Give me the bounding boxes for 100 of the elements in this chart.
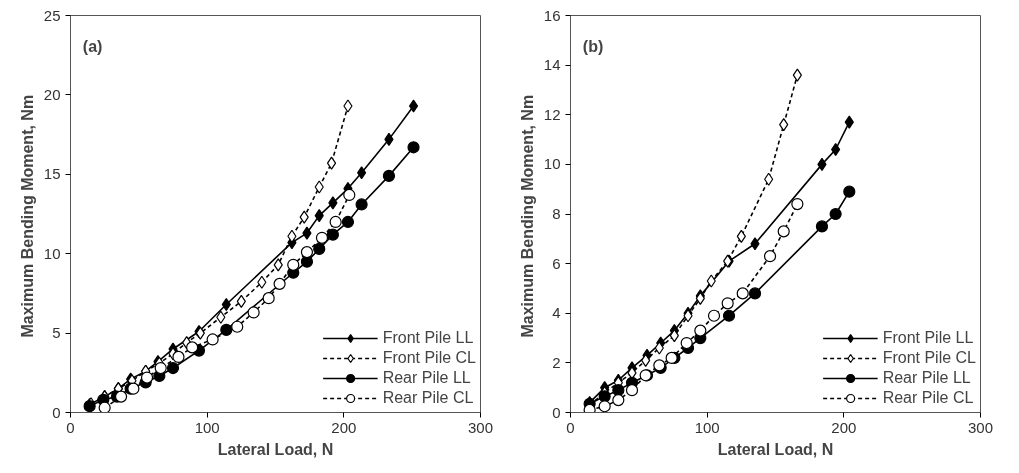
- point: [314, 180, 324, 194]
- point: [287, 229, 297, 243]
- point: [343, 99, 353, 113]
- x-tick-label: 300: [967, 418, 994, 436]
- point: [236, 294, 246, 308]
- point: [206, 333, 219, 346]
- point: [172, 350, 185, 364]
- point: [829, 207, 842, 221]
- point: [791, 197, 804, 211]
- y-tick-label: 4: [552, 304, 561, 322]
- point: [844, 115, 854, 129]
- x-tick-label: 0: [66, 418, 75, 436]
- point: [707, 309, 721, 322]
- point: [287, 258, 300, 271]
- point: [341, 215, 355, 229]
- y-tick-label: 10: [543, 155, 561, 173]
- x-tick-label: 200: [831, 418, 857, 436]
- legend-label: Front Pile LL: [382, 329, 474, 347]
- point: [722, 309, 736, 322]
- legend-label: Front Pile CL: [882, 349, 976, 367]
- y-tick-label: 14: [543, 56, 561, 74]
- point: [777, 225, 790, 238]
- point: [326, 156, 337, 170]
- point: [186, 341, 199, 354]
- point: [114, 390, 128, 403]
- point: [166, 361, 180, 375]
- point: [220, 323, 233, 337]
- point: [680, 336, 693, 350]
- point: [612, 384, 625, 397]
- y-tick-label: 2: [552, 353, 561, 371]
- y-tick-label: 25: [43, 6, 61, 24]
- point: [384, 132, 394, 146]
- point: [763, 250, 777, 263]
- point: [299, 210, 309, 224]
- y-tick-label: 20: [43, 85, 61, 103]
- point: [257, 275, 267, 289]
- x-tick-label: 300: [467, 418, 494, 436]
- y-tick-label: 0: [52, 403, 61, 421]
- point: [748, 287, 762, 300]
- point: [407, 141, 420, 154]
- point: [329, 215, 342, 229]
- point: [328, 196, 338, 210]
- point: [262, 292, 275, 305]
- legend-label: Rear Pile CL: [882, 389, 974, 407]
- y-tick-label: 6: [552, 254, 561, 272]
- point: [216, 310, 226, 324]
- point: [625, 384, 639, 397]
- point: [313, 242, 326, 256]
- point: [750, 237, 760, 251]
- legend-label: Rear Pile LL: [382, 369, 471, 387]
- legend-label: Rear Pile LL: [882, 369, 971, 387]
- point: [343, 188, 356, 202]
- legend-label: Rear Pile CL: [382, 389, 474, 407]
- point: [273, 258, 283, 272]
- point: [764, 172, 774, 186]
- point: [792, 68, 802, 82]
- point: [140, 371, 154, 384]
- point: [654, 341, 664, 355]
- point: [315, 231, 329, 244]
- point: [273, 277, 286, 290]
- x-axis-title: Lateral Load, N: [717, 440, 834, 458]
- point: [817, 157, 827, 171]
- point: [815, 220, 829, 233]
- legend-label: Front Pile CL: [382, 349, 476, 367]
- x-tick-label: 100: [194, 418, 220, 436]
- y-axis-title: Maximum Bending Moment, Nm: [18, 94, 36, 338]
- point: [154, 361, 167, 375]
- y-tick-label: 12: [543, 105, 561, 123]
- y-tick-label: 10: [43, 244, 61, 262]
- point: [302, 226, 312, 240]
- point: [382, 169, 396, 182]
- point: [300, 246, 314, 259]
- point: [98, 401, 111, 413]
- point: [736, 229, 746, 243]
- y-tick-label: 16: [543, 6, 561, 24]
- point: [721, 297, 734, 310]
- x-tick-label: 100: [694, 418, 720, 436]
- point: [641, 353, 651, 367]
- point: [612, 394, 625, 407]
- annotation: (a): [82, 38, 103, 56]
- point: [326, 228, 339, 241]
- point: [627, 366, 637, 380]
- x-tick-label: 0: [566, 418, 575, 436]
- y-axis-title: Maximum Bending Moment, Nm: [518, 94, 536, 338]
- point: [779, 118, 789, 132]
- annotation: (b): [582, 38, 604, 56]
- point: [247, 306, 260, 319]
- legend-label: Front Pile LL: [882, 329, 974, 347]
- point: [598, 400, 611, 413]
- point: [408, 99, 419, 113]
- x-axis-title: Lateral Load, N: [217, 440, 334, 458]
- point: [736, 287, 749, 300]
- point: [843, 185, 856, 198]
- point: [355, 198, 368, 211]
- point: [231, 320, 244, 333]
- point: [706, 274, 716, 288]
- y-tick-label: 5: [52, 324, 61, 342]
- point: [598, 390, 611, 403]
- y-tick-label: 15: [43, 165, 61, 183]
- x-tick-label: 200: [331, 418, 357, 436]
